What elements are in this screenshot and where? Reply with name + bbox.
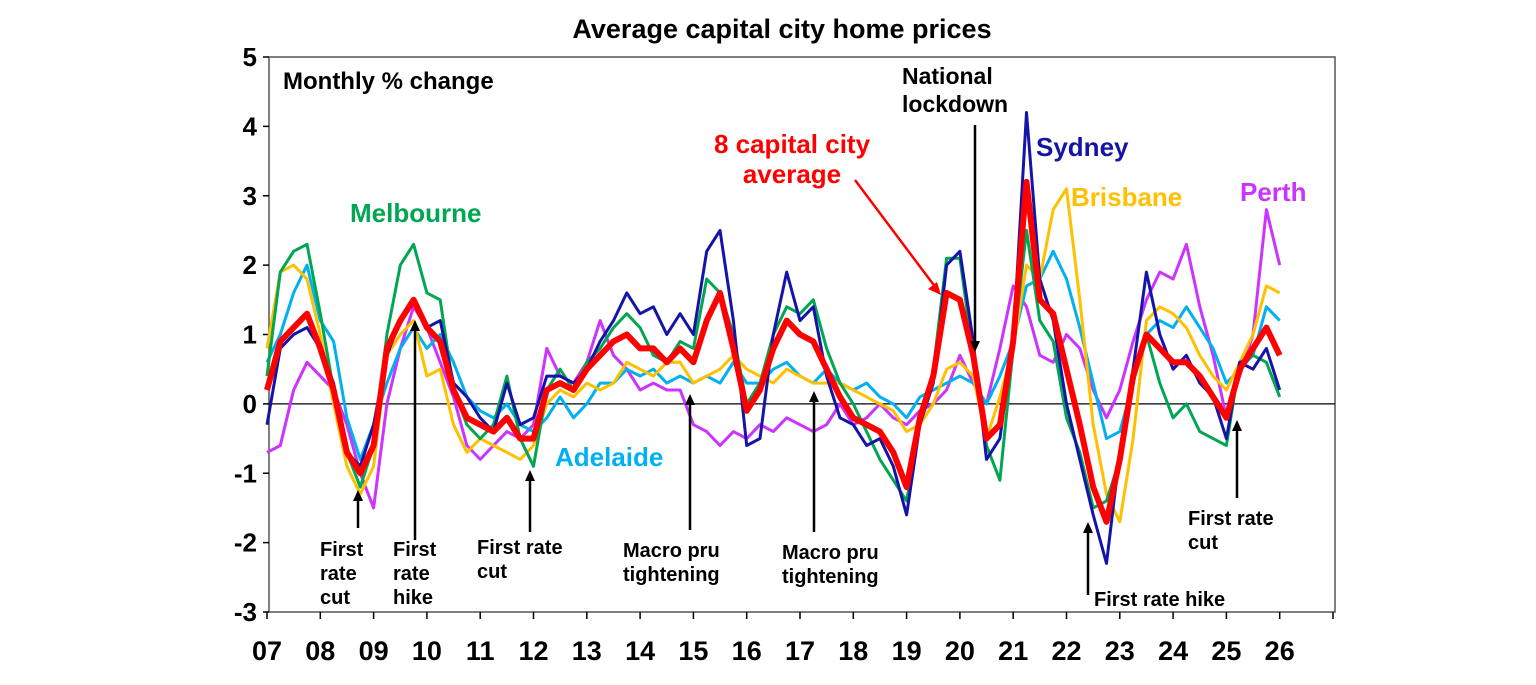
series-line-sydney	[265, 111, 1282, 565]
x-tick-label: 20	[945, 636, 975, 666]
annotation-text: National	[902, 63, 993, 89]
annotation-arrowhead	[410, 320, 420, 331]
annotation-text: First rate hike	[1094, 589, 1225, 611]
x-tick-label: 15	[678, 636, 708, 666]
x-tick-label: 14	[625, 636, 655, 666]
x-tick-label: 16	[732, 636, 762, 666]
annotation-text: lockdown	[902, 91, 1008, 117]
chart-title: Average capital city home prices	[572, 14, 991, 44]
annotation-arrowhead	[525, 470, 535, 481]
label-adelaide: Adelaide	[555, 442, 663, 472]
y-tick-label: 5	[243, 42, 257, 72]
label-average-line2: average	[743, 159, 841, 189]
annotation-text: First	[393, 539, 437, 561]
annotation-text: First rate	[1188, 508, 1274, 530]
annotation-text: rate	[320, 563, 357, 585]
x-tick-label: 26	[1265, 636, 1295, 666]
annotation-text: cut	[320, 587, 350, 609]
y-tick-label: 2	[243, 250, 257, 280]
average-pointer-arrowhead	[928, 282, 941, 295]
y-tick-label: -1	[234, 458, 257, 488]
x-tick-label: 12	[518, 636, 548, 666]
x-tick-label: 11	[466, 636, 495, 666]
annotation-text: cut	[477, 561, 507, 583]
x-tick-label: 07	[252, 636, 282, 666]
series-line-perth	[266, 208, 1282, 510]
annotation-text: First	[320, 539, 364, 561]
annotation-arrowhead	[1083, 522, 1093, 533]
x-tick-label: 24	[1158, 636, 1188, 666]
annotation-arrowhead	[685, 394, 695, 405]
annotation-text: rate	[393, 563, 430, 585]
annotation-text: tightening	[623, 564, 720, 586]
x-tick-label: 21	[998, 636, 1028, 666]
series-line-8-capital-city-average	[264, 178, 1283, 525]
y-tick-label: -2	[234, 528, 257, 558]
x-tick-label: 19	[892, 636, 922, 666]
annotation-arrowhead	[1232, 420, 1242, 431]
x-tick-label: 08	[305, 636, 335, 666]
y-tick-label: 0	[243, 389, 257, 419]
average-pointer-arrow	[854, 179, 937, 289]
x-tick-label: 23	[1105, 636, 1135, 666]
chart-subtitle: Monthly % change	[283, 68, 494, 95]
y-tick-label: 3	[243, 181, 257, 211]
label-sydney: Sydney	[1036, 132, 1129, 162]
series-lines	[264, 111, 1283, 565]
annotation-text: cut	[1188, 532, 1218, 554]
annotation-text: hike	[393, 587, 433, 609]
annotation-arrowhead	[970, 341, 980, 352]
x-tick-label: 17	[785, 636, 815, 666]
annotation-text: tightening	[782, 566, 879, 588]
x-tick-label: 22	[1051, 636, 1081, 666]
x-tick-label: 10	[412, 636, 442, 666]
y-tick-label: 4	[243, 111, 258, 141]
label-average-line1: 8 capital city	[714, 129, 871, 159]
annotation-arrowhead	[809, 391, 819, 402]
annotation-arrowhead	[353, 490, 363, 501]
x-tick-label: 18	[838, 636, 868, 666]
annotation-text: Macro pru	[623, 540, 720, 562]
annotation-text: First rate	[477, 537, 563, 559]
x-tick-label: 25	[1211, 636, 1241, 666]
x-tick-label: 13	[572, 636, 602, 666]
y-tick-label: 1	[243, 320, 257, 350]
x-tick-label: 09	[359, 636, 389, 666]
y-tick-label: -3	[234, 597, 257, 627]
annotation-text: Macro pru	[782, 542, 879, 564]
label-melbourne: Melbourne	[350, 198, 481, 228]
label-brisbane: Brisbane	[1071, 182, 1182, 212]
label-perth: Perth	[1240, 177, 1306, 207]
